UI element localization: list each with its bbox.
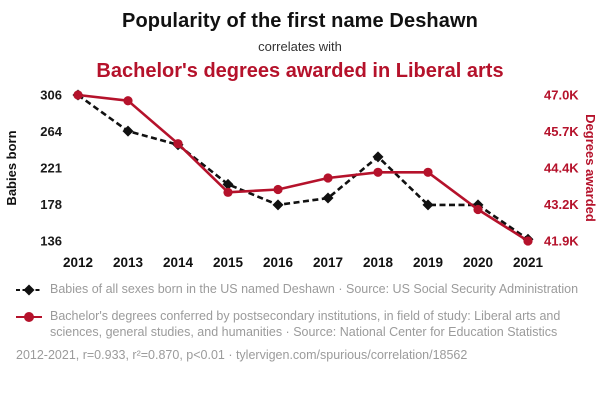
right-axis-tick: 44.4K	[544, 161, 579, 176]
diamond-data-marker	[122, 125, 134, 137]
legend-item-label: Bachelor's degrees conferred by postseco…	[50, 309, 561, 340]
left-axis-tick: 264	[40, 124, 62, 139]
page-title: Popularity of the first name Deshawn	[122, 10, 478, 32]
x-axis-tick: 2018	[363, 255, 394, 270]
circle-data-marker	[523, 236, 533, 246]
x-axis-tick: 2014	[163, 255, 194, 270]
circle-data-marker	[423, 167, 433, 177]
series-line	[77, 93, 529, 243]
diamond-data-marker	[222, 178, 234, 190]
chart-area: 306 264 221 178 136 47.0K 45.7K 44.4K 43.2K 41.9K…	[0, 83, 600, 275]
right-axis-tick: 45.7K	[544, 124, 579, 139]
right-axis-tick: 43.2K	[544, 197, 579, 212]
x-axis-tick: 2019	[413, 255, 443, 270]
legend-item: Babies of all sexes born in the US named…	[16, 281, 584, 301]
right-axis-tick: 41.9K	[544, 234, 579, 249]
chart-header: Popularity of the first name Deshawn cor…	[0, 0, 600, 83]
x-axis-tick: 2021	[513, 255, 544, 270]
diamond-data-marker	[272, 199, 284, 211]
x-axis-tick: 2017	[313, 255, 343, 270]
right-axis-title: Degrees awarded	[583, 114, 598, 222]
red-circle-series-marker-icon	[16, 308, 42, 328]
left-axis-tick: 136	[40, 234, 62, 249]
chart-secondary-title: Bachelor's degrees awarded in Liberal ar…	[96, 60, 504, 82]
left-axis-tick: 306	[40, 88, 62, 103]
circle-data-marker	[123, 96, 133, 106]
circle-data-marker	[323, 173, 333, 183]
diamond-data-marker	[372, 151, 384, 163]
x-axis-tick: 2020	[463, 255, 493, 270]
line-chart-plot: 306 264 221 178 136 47.0K 45.7K 44.4K 43.2K 41.9K…	[4, 88, 598, 271]
circle-data-marker	[73, 90, 83, 100]
legend-item: Bachelor's degrees conferred by postseco…	[16, 308, 584, 341]
diamond-data-marker	[322, 192, 334, 204]
legend: Babies of all sexes born in the US named…	[0, 275, 600, 362]
x-axis-tick: 2012	[63, 255, 93, 270]
circle-data-marker	[273, 184, 283, 195]
circle-data-marker	[473, 204, 483, 215]
circle-data-marker	[223, 187, 233, 197]
left-axis-title: Babies born	[4, 130, 19, 205]
chart-subtitle: correlates with	[258, 39, 342, 54]
left-axis-tick: 221	[40, 161, 62, 176]
x-axis-tick: 2013	[113, 255, 144, 270]
circle-data-marker	[373, 167, 383, 177]
diamond-data-marker	[422, 199, 434, 211]
black-diamond-series-marker-icon	[16, 281, 42, 301]
x-axis-tick: 2015	[213, 255, 244, 270]
x-axis-tick: 2016	[263, 255, 294, 270]
legend-item-label: Babies of all sexes born in the US named…	[50, 282, 579, 296]
right-axis-tick: 47.0K	[544, 88, 579, 103]
circle-data-marker	[173, 139, 183, 149]
left-axis-tick: 178	[40, 197, 62, 212]
series-line	[77, 93, 529, 241]
stats-footer: 2012-2021, r=0.933, r²=0.870, p<0.01 · t…	[16, 347, 468, 362]
